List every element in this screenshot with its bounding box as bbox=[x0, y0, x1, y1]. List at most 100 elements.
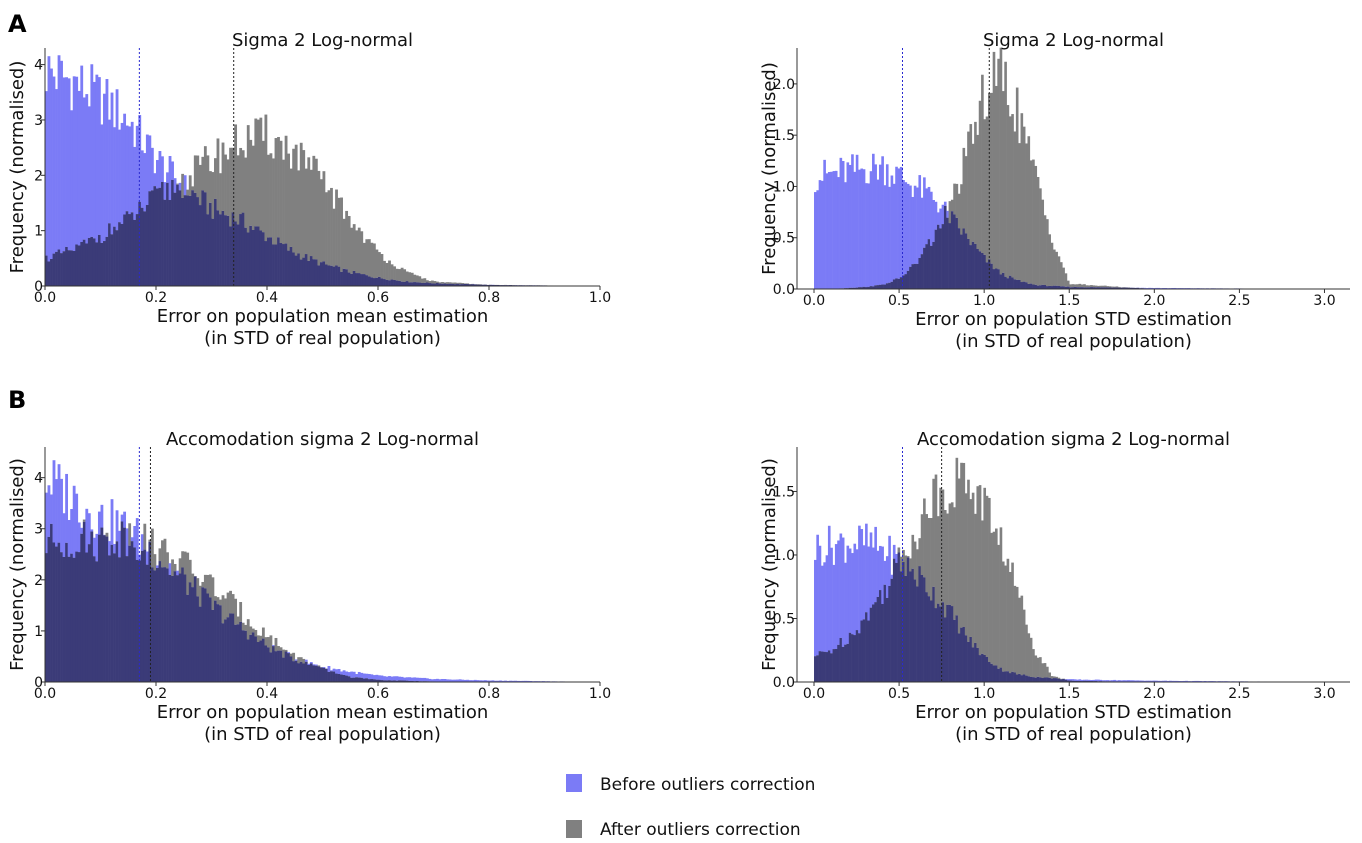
bar bbox=[120, 122, 124, 224]
bar-overlap bbox=[471, 284, 475, 286]
bar bbox=[65, 473, 69, 543]
bar bbox=[1076, 679, 1079, 681]
bar bbox=[1041, 199, 1045, 285]
bar-overlap bbox=[825, 652, 829, 682]
bar-overlap bbox=[216, 210, 220, 286]
chart-title: Sigma 2 Log-normal bbox=[983, 30, 1164, 51]
chart-3: 0.0 0.2 0.4 0.6 0.8 1.0 0 1 2 3 4 Accomodation sigm… bbox=[7, 429, 611, 745]
bar bbox=[335, 669, 338, 674]
bar-overlap bbox=[120, 223, 124, 286]
bar-overlap bbox=[867, 620, 871, 682]
bar-overlap bbox=[403, 281, 407, 286]
bar bbox=[1013, 585, 1017, 673]
bar bbox=[846, 545, 850, 644]
bar-overlap bbox=[1036, 285, 1040, 289]
bar-overlap bbox=[352, 270, 356, 286]
bar-overlap bbox=[950, 606, 954, 682]
bar-overlap bbox=[231, 212, 235, 286]
bar-overlap bbox=[997, 269, 1000, 289]
bar-overlap bbox=[1066, 286, 1070, 289]
bar-overlap bbox=[988, 662, 991, 682]
bar bbox=[953, 507, 956, 620]
bar bbox=[385, 262, 389, 280]
bar-overlap bbox=[814, 656, 817, 682]
bar bbox=[1085, 285, 1089, 288]
bar bbox=[865, 183, 868, 288]
bar bbox=[82, 519, 86, 522]
bar bbox=[451, 679, 454, 682]
bar-overlap bbox=[370, 277, 374, 286]
bar bbox=[1080, 679, 1084, 682]
bar-overlap bbox=[304, 661, 308, 682]
bar bbox=[853, 171, 857, 288]
bar bbox=[960, 462, 963, 628]
bar bbox=[855, 154, 859, 288]
bar-overlap bbox=[241, 212, 245, 286]
bar bbox=[388, 260, 391, 281]
bar-overlap bbox=[1117, 287, 1121, 289]
bar bbox=[1039, 188, 1042, 286]
bar bbox=[95, 533, 99, 562]
bar bbox=[103, 93, 106, 242]
bar bbox=[342, 218, 346, 269]
bar bbox=[153, 173, 157, 187]
bar-overlap bbox=[848, 632, 852, 682]
bar-overlap bbox=[77, 552, 81, 682]
bar bbox=[309, 169, 313, 257]
bar-overlap bbox=[390, 279, 394, 286]
bar-overlap bbox=[837, 644, 840, 682]
bar bbox=[874, 164, 877, 286]
bar bbox=[317, 170, 321, 266]
bar bbox=[1152, 680, 1156, 682]
bar-overlap bbox=[282, 657, 285, 682]
bar bbox=[837, 540, 840, 645]
bar-overlap bbox=[862, 619, 866, 682]
bar-overlap bbox=[846, 643, 850, 682]
bar bbox=[909, 185, 912, 267]
bar bbox=[45, 91, 48, 256]
bar bbox=[264, 114, 268, 242]
bar-overlap bbox=[307, 260, 311, 286]
bar bbox=[330, 187, 333, 266]
bar bbox=[322, 666, 326, 668]
bar bbox=[1099, 679, 1103, 682]
y-axis-label: Frequency (normalised) bbox=[759, 62, 780, 275]
bar-overlap bbox=[60, 253, 63, 286]
bar-overlap bbox=[932, 241, 935, 289]
charts: 0.0 0.2 0.4 0.6 0.8 1.0 0 1 2 3 4 Sigma 2 Log-norma… bbox=[7, 30, 1350, 745]
bar bbox=[911, 534, 915, 569]
bar bbox=[350, 671, 354, 678]
bar-overlap bbox=[75, 244, 79, 286]
bar bbox=[511, 680, 515, 682]
bar bbox=[969, 499, 973, 637]
bar-overlap bbox=[1055, 285, 1058, 289]
bar bbox=[312, 664, 316, 666]
bar-overlap bbox=[95, 242, 99, 286]
bar bbox=[1025, 143, 1028, 283]
bar-overlap bbox=[274, 651, 278, 682]
bar bbox=[1169, 680, 1172, 682]
bar-overlap bbox=[1094, 287, 1098, 289]
bar bbox=[267, 637, 270, 648]
bar-overlap bbox=[1076, 680, 1079, 682]
bar bbox=[408, 677, 412, 681]
bar bbox=[115, 89, 119, 231]
bar bbox=[332, 208, 336, 267]
bar bbox=[1185, 680, 1188, 682]
bar bbox=[1150, 680, 1154, 682]
bar bbox=[171, 161, 174, 180]
bar-overlap bbox=[491, 284, 495, 286]
bar bbox=[997, 58, 1000, 270]
bar-overlap bbox=[95, 561, 99, 682]
bar-overlap bbox=[110, 234, 114, 286]
bar bbox=[960, 184, 963, 235]
bar bbox=[219, 173, 222, 215]
bar bbox=[834, 544, 838, 649]
bar bbox=[501, 680, 505, 682]
bar-overlap bbox=[312, 259, 316, 286]
bar-overlap bbox=[930, 245, 933, 289]
bar-overlap bbox=[267, 647, 270, 682]
bar bbox=[325, 192, 328, 265]
bar bbox=[108, 541, 111, 556]
bar-overlap bbox=[423, 282, 427, 286]
